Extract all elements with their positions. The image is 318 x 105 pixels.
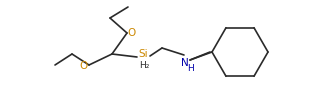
Text: O: O [80,61,88,71]
Text: H: H [188,64,194,72]
Text: O: O [128,28,136,38]
Text: H₂: H₂ [139,60,149,70]
Text: Si: Si [138,49,148,59]
Text: N: N [181,58,189,68]
